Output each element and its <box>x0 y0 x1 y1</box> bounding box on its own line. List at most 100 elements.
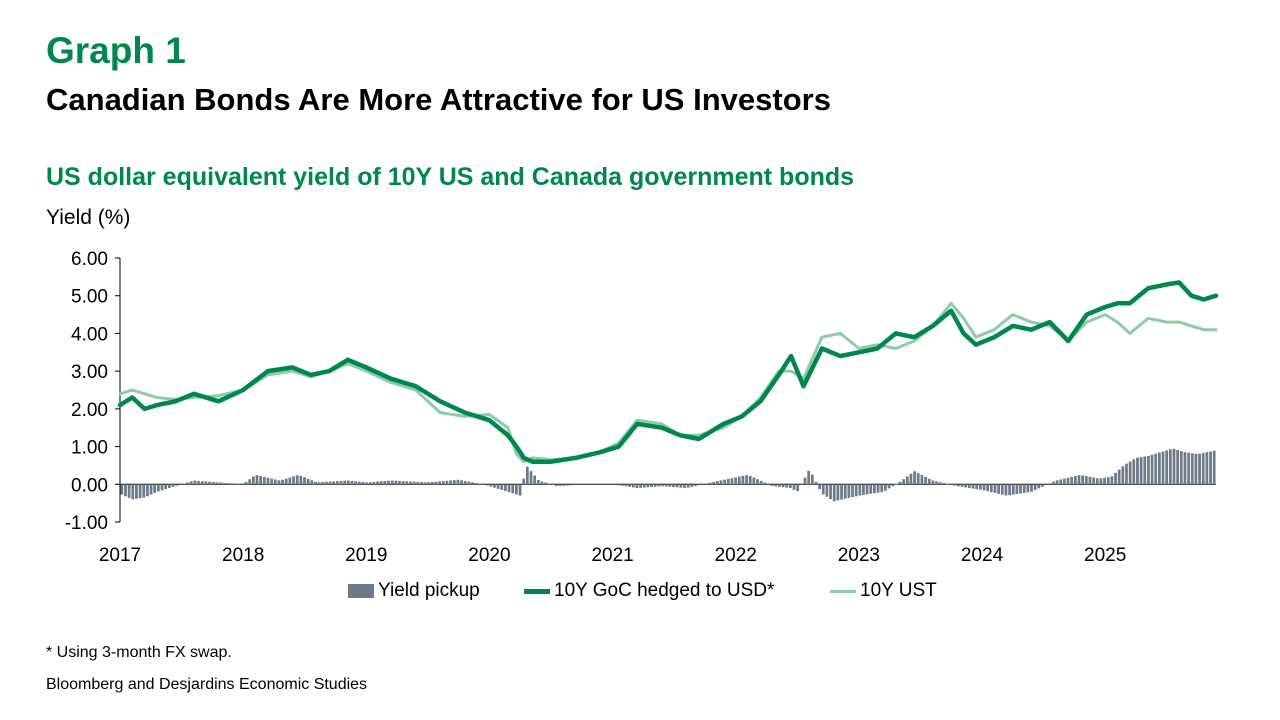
y-tick-label: 3.00 <box>71 362 108 383</box>
legend-swatch-ust <box>830 589 856 593</box>
yield-pickup-bar <box>416 481 420 485</box>
yield-pickup-bar <box>829 484 832 500</box>
yield-pickup-bar <box>467 481 471 485</box>
yield-pickup-bar <box>719 480 723 485</box>
yield-pickup-bar <box>288 477 292 485</box>
yield-pickup-bar <box>525 466 529 485</box>
yield-pickup-bar <box>631 484 635 488</box>
yield-pickup-bar <box>927 478 931 485</box>
yield-pickup-bar <box>894 483 898 485</box>
yield-pickup-bar <box>821 484 825 495</box>
y-tick-label: 5.00 <box>71 287 108 308</box>
yield-pickup-bar <box>1209 451 1212 485</box>
yield-pickup-bar <box>489 484 493 487</box>
yield-pickup-bar <box>653 484 657 487</box>
yield-pickup-bar <box>412 481 416 485</box>
yield-pickup-bar <box>562 484 566 486</box>
yield-pickup-bar <box>704 483 708 485</box>
yield-pickup-bar <box>558 484 562 486</box>
yield-pickup-bar <box>1161 451 1165 485</box>
yield-pickup-bar <box>182 483 186 485</box>
yield-pickup-bar <box>200 481 204 485</box>
yield-pickup-bar <box>189 481 193 485</box>
yield-pickup-bar <box>1044 484 1048 486</box>
yield-pickup-bar <box>1165 450 1169 485</box>
yield-pickup-bar <box>1099 478 1103 485</box>
x-tick-label: 2018 <box>222 545 264 566</box>
yield-pickup-bar <box>1084 476 1088 485</box>
chart-subtitle: US dollar equivalent yield of 10Y US and… <box>46 163 855 191</box>
yield-pickup-bar <box>273 479 277 485</box>
y-tick-label: 4.00 <box>71 324 108 345</box>
yield-pickup-bar <box>303 477 306 485</box>
x-tick-label: 2024 <box>961 545 1004 566</box>
legend-item-pickup: Yield pickup <box>348 580 480 602</box>
yield-pickup-bar <box>642 484 646 488</box>
yield-pickup-bar <box>346 480 350 485</box>
yield-pickup-bar <box>390 480 394 485</box>
yield-pickup-bar <box>920 474 924 485</box>
yield-pickup-bar <box>368 482 372 485</box>
yield-pickup-bar <box>931 480 935 485</box>
yield-pickup-bar <box>1154 453 1158 485</box>
yield-pickup-bar <box>211 481 215 485</box>
yield-pickup-bar <box>884 484 887 491</box>
yield-pickup-bar <box>759 480 763 485</box>
legend-item-ust: 10Y UST <box>830 580 937 602</box>
yield-pickup-bar <box>536 480 540 485</box>
yield-pickup-bar <box>423 482 427 485</box>
yield-pickup-bar <box>679 484 683 488</box>
yield-pickup-bar <box>332 481 336 485</box>
axes-layer: 6.00 5.00 4.00 3.00 2.00 1.00 0.00 -1.00 2017 201… <box>65 249 1216 566</box>
yield-pickup-bar <box>986 484 990 492</box>
yield-pickup-bar <box>434 481 438 485</box>
yield-pickup-bar <box>661 484 664 487</box>
yield-pickup-bar <box>171 484 175 487</box>
yield-pickup-bar <box>595 484 599 485</box>
yield-pickup-bar <box>694 484 697 487</box>
graph-title: Canadian Bonds Are More Attractive for U… <box>46 82 831 117</box>
yield-pickup-bar <box>401 481 405 485</box>
yield-pickup-bar <box>219 482 222 485</box>
yield-pickup-bar <box>862 484 865 495</box>
yield-pickup-bar <box>237 483 241 485</box>
yield-pickup-bars <box>120 448 1216 502</box>
yield-pickup-bar <box>1066 477 1070 485</box>
yield-pickup-bar <box>741 475 745 485</box>
yield-pickup-bar <box>1190 453 1194 485</box>
yield-pickup-bar <box>1198 453 1201 485</box>
yield-pickup-bar <box>361 482 365 485</box>
yield-pickup-bar <box>628 484 632 487</box>
yield-pickup-bar <box>1011 484 1015 495</box>
yield-pickup-bar <box>599 484 602 485</box>
yield-pickup-bar <box>843 484 847 499</box>
yield-pickup-bar <box>978 484 982 490</box>
yield-pickup-bar <box>420 482 423 485</box>
yield-pickup-bar <box>778 484 781 487</box>
yield-pickup-bar <box>942 483 946 485</box>
yield-pickup-bar <box>591 484 595 485</box>
yield-pickup-bar <box>701 484 705 485</box>
yield-pickup-bar <box>734 477 737 485</box>
yield-pickup-bar <box>975 484 979 490</box>
yield-pickup-bar <box>255 475 259 485</box>
yield-pickup-bar <box>1150 454 1154 485</box>
yield-pickup-bar <box>365 482 368 485</box>
yield-pickup-bar <box>310 480 314 485</box>
yield-pickup-bar <box>493 484 496 488</box>
yield-pickup-bar <box>836 484 840 501</box>
yield-pickup-bar <box>752 477 756 485</box>
yield-pickup-bar <box>522 478 526 485</box>
y-tick-label: 2.00 <box>71 400 108 421</box>
yield-pickup-bar <box>712 481 716 485</box>
legend-swatch-pickup <box>348 584 374 598</box>
yield-pickup-bar <box>1081 475 1085 485</box>
yield-pickup-bar <box>142 484 146 498</box>
yield-pickup-bar <box>1037 484 1041 489</box>
yield-pickup-bar <box>299 475 303 485</box>
yield-pickup-bar <box>566 484 569 486</box>
yield-pickup-bar <box>540 481 544 485</box>
yield-pickup-bar <box>708 482 712 485</box>
yield-pickup-bar <box>515 484 518 495</box>
yield-pickup-bar <box>1117 469 1121 485</box>
